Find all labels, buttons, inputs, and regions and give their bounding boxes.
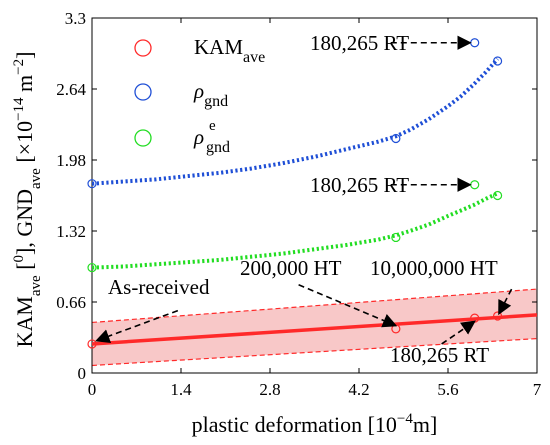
y-axis-label-unit: m xyxy=(12,75,37,98)
kam-band-fill xyxy=(92,289,537,366)
legend-marker xyxy=(134,129,152,147)
y-axis-label-sup: −2 xyxy=(11,59,27,75)
rho-gnd-e-marker xyxy=(87,262,97,273)
x-axis-label-text: plastic deformation [10 xyxy=(192,412,397,437)
legend-label-sub: ave xyxy=(243,49,265,66)
x-tick-label: 1.4 xyxy=(170,380,192,399)
rho-gnd-e-marker xyxy=(470,180,480,190)
legend-marker xyxy=(134,83,152,101)
legend-label-main: ρ xyxy=(193,125,204,149)
annotation-label: As-received xyxy=(108,275,210,299)
legend-label-sup: e xyxy=(209,118,216,134)
y-tick-label: 2.64 xyxy=(56,80,86,99)
x-tick-label: 2.8 xyxy=(259,380,280,399)
y-axis-label: KAMave [0], GNDave [×10−14 m−2] xyxy=(11,52,44,348)
y-axis-label-scale: [×10 xyxy=(12,121,37,168)
y-tick-label: 1.32 xyxy=(56,222,86,241)
y-axis-label-sup: −14 xyxy=(11,97,27,121)
y-axis-label-kam: KAM xyxy=(12,296,37,347)
annotation-arrow xyxy=(441,320,476,345)
legend-label-main: KAM xyxy=(194,35,243,59)
x-axis-label: plastic deformation [10−4m] xyxy=(192,411,438,437)
rho-gnd-marker xyxy=(470,38,480,48)
rho-gnd-marker xyxy=(87,179,97,189)
legend-label-main: ρ xyxy=(193,79,204,103)
kam-marker xyxy=(87,339,97,349)
y-axis-label-gnd: ], GND xyxy=(12,189,37,255)
rho-gnd-e-marker xyxy=(391,232,401,243)
annotation-label: 10,000,000 HT xyxy=(370,256,498,280)
legend-label-sub: gnd xyxy=(204,93,228,110)
legend-marker xyxy=(134,39,152,57)
y-axis-label-close: ] xyxy=(12,52,37,59)
kam-marker xyxy=(492,311,503,321)
legend-label: KAMave xyxy=(194,35,265,66)
x-tick-label: 5.6 xyxy=(437,380,458,399)
x-tick-label: 4.2 xyxy=(348,380,369,399)
y-tick-label: 0.66 xyxy=(56,293,86,312)
plot-frame xyxy=(91,17,538,374)
axes: 0 1.4 2.8 4.2 5.6 7 0 0.66 1.32 1.98 2.64 3.3 xyxy=(56,9,542,399)
x-axis-label-exp: −4 xyxy=(397,411,413,427)
legend-label: ρgnd xyxy=(193,79,228,110)
annotation-arrow xyxy=(95,309,179,343)
x-tick-label: 0 xyxy=(88,380,97,399)
y-axis-label-sup: 0 xyxy=(11,255,27,263)
x-axis-label-unit: m] xyxy=(413,412,437,437)
y-tick-label: 1.98 xyxy=(56,151,86,170)
rho-gnd-fit-curve xyxy=(91,57,500,186)
confidence-band-layer xyxy=(91,288,538,367)
annotation-label: 200,000 HT xyxy=(240,256,342,280)
kam-band-lower-line xyxy=(91,337,538,367)
y-tick-label: 3.3 xyxy=(65,9,86,28)
y-axis-label-sub: ave xyxy=(28,168,44,189)
legend-label: ρ e gnd xyxy=(193,118,230,156)
rho-gnd-e-marker xyxy=(492,190,503,201)
annotation-arrow xyxy=(298,284,398,328)
kam-band-upper-line xyxy=(91,288,538,324)
legend-label-sub: gnd xyxy=(206,139,230,156)
annotation-arrow xyxy=(498,288,513,316)
y-tick-label: 0 xyxy=(78,364,87,383)
y-axis-label-bracket: [ xyxy=(12,262,37,275)
rho-gnd-marker xyxy=(391,133,401,144)
annotation-label: 180,265 RT xyxy=(390,343,489,367)
axis-labels: plastic deformation [10−4m]KAMave [0], G… xyxy=(11,52,437,437)
kam-fit-line xyxy=(91,313,538,346)
rho-gnd-marker xyxy=(492,56,503,66)
y-axis-label-sub: ave xyxy=(28,275,44,296)
x-tick-label: 7 xyxy=(533,380,542,399)
